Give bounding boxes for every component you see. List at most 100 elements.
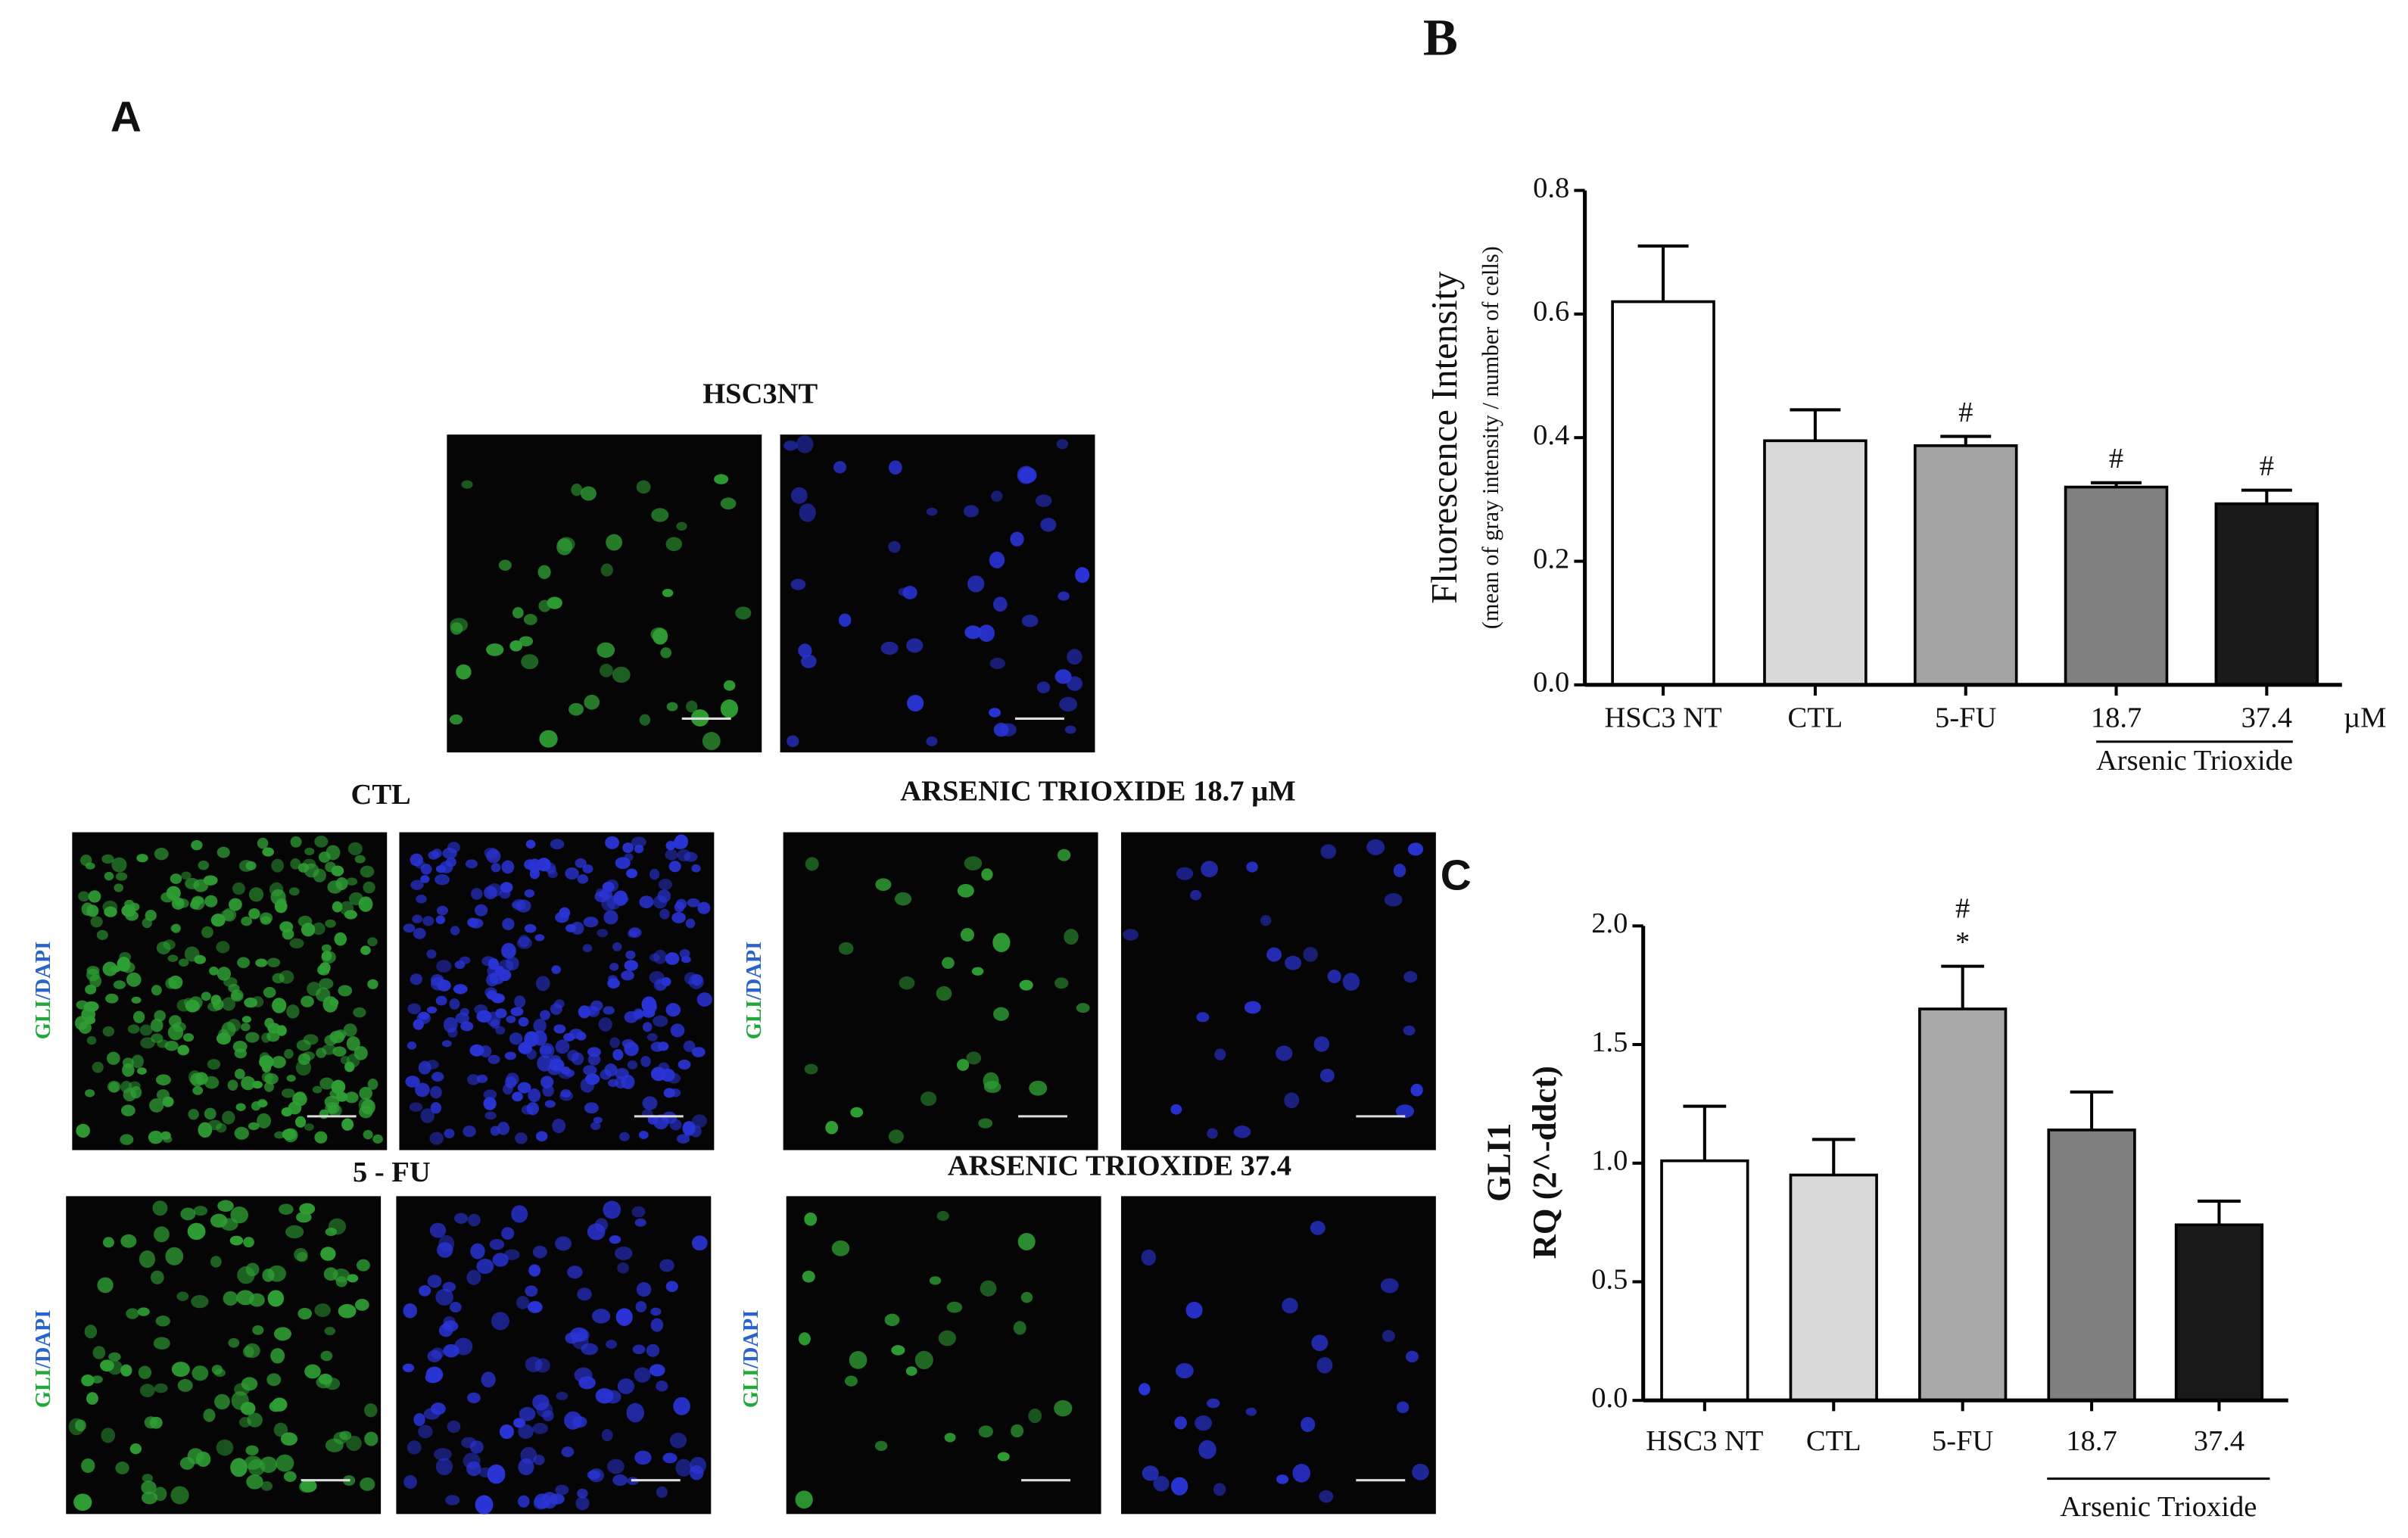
cell: [804, 1212, 818, 1226]
cell: [684, 972, 697, 985]
cell: [216, 1032, 232, 1045]
cell: [799, 503, 816, 522]
cell: [217, 846, 230, 858]
cell: [324, 1095, 340, 1109]
cell: [447, 1420, 461, 1434]
cell: [1266, 947, 1282, 962]
cell: [436, 905, 449, 916]
cell: [131, 1054, 144, 1069]
cell: [115, 1462, 129, 1474]
panel-label: A: [111, 93, 142, 141]
cell: [833, 461, 847, 474]
cell: [427, 1275, 442, 1288]
cell: [662, 1452, 678, 1464]
cell: [720, 497, 737, 510]
cell: [435, 1458, 453, 1476]
side-label-gli: GLI: [31, 1368, 55, 1408]
cell: [356, 1259, 370, 1272]
cell: [1076, 1003, 1090, 1013]
cell: [636, 1281, 652, 1297]
y-tick-label: 0.2: [1533, 543, 1569, 574]
cell: [167, 954, 179, 963]
cell: [488, 958, 500, 970]
cell: [651, 508, 669, 522]
cell: [552, 1118, 566, 1134]
cell: [538, 599, 551, 612]
cell: [723, 680, 736, 691]
cell: [238, 1417, 251, 1427]
cell: [1036, 494, 1052, 507]
cell: [163, 939, 176, 950]
cell: [322, 1044, 337, 1055]
side-label-dapi: /DAPI: [31, 942, 55, 1001]
cell: [650, 1307, 662, 1316]
cell: [429, 1222, 447, 1238]
cell: [1174, 1416, 1187, 1430]
cell: [884, 1313, 900, 1327]
cell: [563, 1032, 575, 1041]
cell: [304, 1364, 321, 1379]
cell: [420, 864, 432, 875]
cell: [489, 1239, 505, 1250]
cell: [455, 1012, 470, 1024]
cell: [1276, 1474, 1289, 1484]
cell: [1233, 1125, 1251, 1138]
cell: [242, 1346, 254, 1358]
cell: [129, 902, 140, 911]
cell: [475, 1495, 494, 1515]
cell: [660, 647, 672, 658]
cell: [430, 1102, 442, 1114]
cell: [880, 641, 899, 655]
cell: [283, 1471, 297, 1482]
side-label-gli: GLI: [740, 1368, 763, 1408]
cell: [621, 970, 634, 981]
cell: [195, 1451, 211, 1467]
cell: [214, 1368, 226, 1378]
cell: [468, 1213, 481, 1227]
group-label: Arsenic Trioxide: [2096, 745, 2293, 777]
cell: [992, 1007, 1009, 1021]
cell: [126, 1308, 139, 1319]
cell: [331, 865, 344, 876]
cell: [178, 958, 189, 967]
cell: [565, 867, 579, 880]
cell: [217, 967, 232, 981]
cell: [106, 1051, 120, 1065]
cell: [104, 871, 114, 881]
cell: [802, 1270, 815, 1283]
cell: [367, 937, 378, 947]
y-tick-label: 1.0: [1591, 1145, 1628, 1177]
cell: [567, 1266, 583, 1279]
cell: [537, 565, 551, 580]
cell: [127, 1024, 140, 1034]
cell: [154, 1010, 166, 1022]
cell: [1170, 1104, 1182, 1115]
cell: [1319, 1068, 1335, 1083]
cell: [273, 1327, 291, 1341]
cell: [653, 1015, 668, 1027]
cell: [649, 868, 660, 880]
cell: [435, 995, 447, 1006]
cell: [539, 1045, 553, 1055]
cell: [443, 1343, 459, 1358]
cell: [594, 1218, 609, 1232]
cell: [587, 1470, 601, 1480]
cell: [81, 1375, 95, 1387]
cell: [692, 1047, 706, 1057]
cell: [136, 854, 148, 863]
cell: [420, 1108, 435, 1123]
cell: [536, 1402, 553, 1418]
cell: [281, 1088, 295, 1098]
cell: [282, 928, 294, 940]
cell: [624, 1041, 639, 1057]
cell: [607, 1459, 625, 1474]
cell: [234, 1383, 250, 1396]
cell: [517, 1495, 530, 1508]
cell: [237, 957, 251, 968]
cell: [194, 954, 207, 964]
cell: [1397, 1401, 1410, 1414]
bar: [2047, 1129, 2136, 1403]
cell: [260, 1481, 273, 1491]
cell: [403, 923, 416, 933]
cell: [1327, 970, 1341, 984]
